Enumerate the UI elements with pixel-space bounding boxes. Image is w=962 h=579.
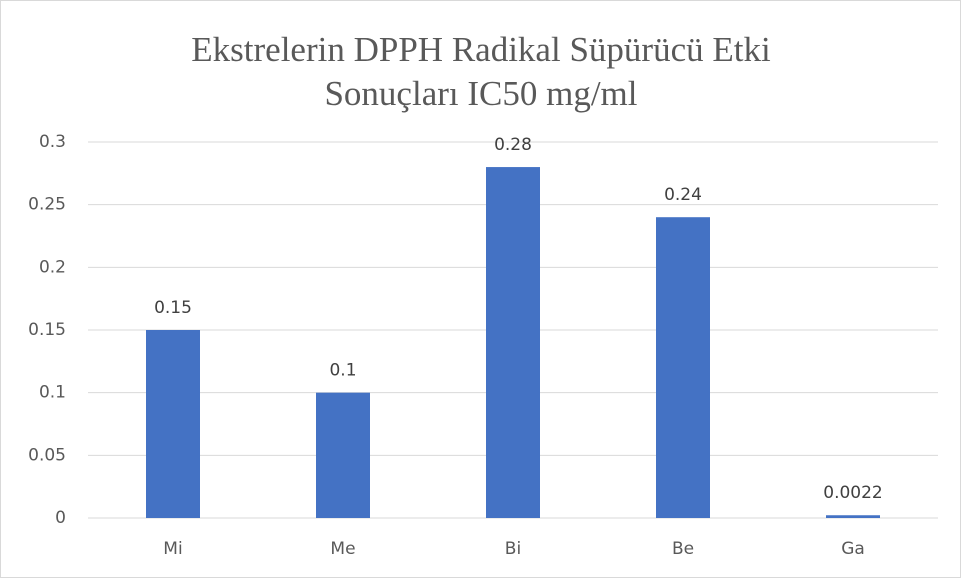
y-tick-label: 0.05 [28, 445, 66, 465]
data-label: 0.28 [494, 135, 532, 155]
x-tick-label: Me [330, 539, 355, 559]
chart-title: Ekstrelerin DPPH Radikal Süpürücü Etki S… [191, 30, 771, 113]
y-tick-label: 0 [55, 508, 66, 528]
y-tick-label: 0.3 [39, 132, 66, 152]
y-tick-label: 0.15 [28, 320, 66, 340]
data-label: 0.15 [154, 298, 192, 318]
bar [146, 330, 200, 518]
y-tick-label: 0.2 [39, 257, 66, 277]
bar [656, 217, 710, 518]
data-label: 0.1 [329, 361, 356, 381]
bar [486, 167, 540, 519]
data-label: 0.0022 [823, 483, 882, 503]
y-tick-label: 0.1 [39, 383, 66, 403]
bar [826, 515, 880, 518]
x-tick-label: Mi [163, 539, 182, 559]
y-tick-label: 0.25 [28, 195, 66, 215]
x-tick-label: Be [672, 539, 694, 559]
bar [316, 392, 370, 518]
x-tick-label: Bi [505, 539, 521, 559]
data-label: 0.24 [664, 185, 702, 205]
x-tick-label: Ga [841, 539, 865, 559]
